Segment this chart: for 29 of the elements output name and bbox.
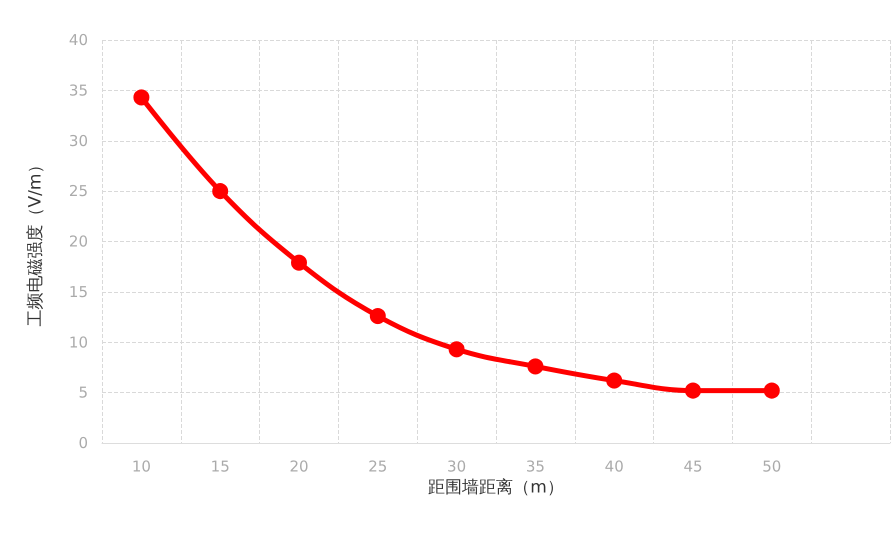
y-tick-label: 35 bbox=[68, 81, 88, 100]
x-tick-label: 20 bbox=[289, 458, 309, 476]
point bbox=[212, 183, 228, 200]
point bbox=[370, 308, 386, 324]
y-tick-label: 40 bbox=[68, 31, 88, 49]
x-tick-label: 40 bbox=[604, 458, 624, 476]
x-tick-label: 50 bbox=[762, 458, 782, 476]
y-tick-label: 0 bbox=[78, 434, 88, 452]
point bbox=[448, 341, 465, 358]
x-tick-label: 15 bbox=[210, 458, 230, 476]
y-axis-title: 工频电磁强度（V/m） bbox=[26, 156, 46, 326]
x-tick-label: 35 bbox=[526, 458, 545, 476]
point bbox=[685, 382, 701, 399]
y-tick-label: 10 bbox=[68, 333, 88, 352]
x-tick-label: 25 bbox=[368, 458, 388, 476]
y-tick-label: 25 bbox=[68, 182, 88, 200]
point bbox=[527, 358, 544, 374]
point bbox=[133, 89, 150, 106]
y-tick-label: 20 bbox=[68, 232, 88, 250]
y-tick-label: 30 bbox=[68, 132, 88, 150]
x-tick-label: 10 bbox=[132, 458, 151, 476]
y-tick-label: 5 bbox=[78, 384, 88, 402]
x-axis-title: 距围墙距离（m） bbox=[428, 477, 564, 498]
point bbox=[764, 382, 780, 399]
y-tick-label: 15 bbox=[68, 282, 88, 301]
point bbox=[291, 254, 307, 271]
x-tick-label: 45 bbox=[683, 458, 703, 476]
x-tick-label: 30 bbox=[447, 458, 466, 476]
point bbox=[606, 372, 622, 389]
